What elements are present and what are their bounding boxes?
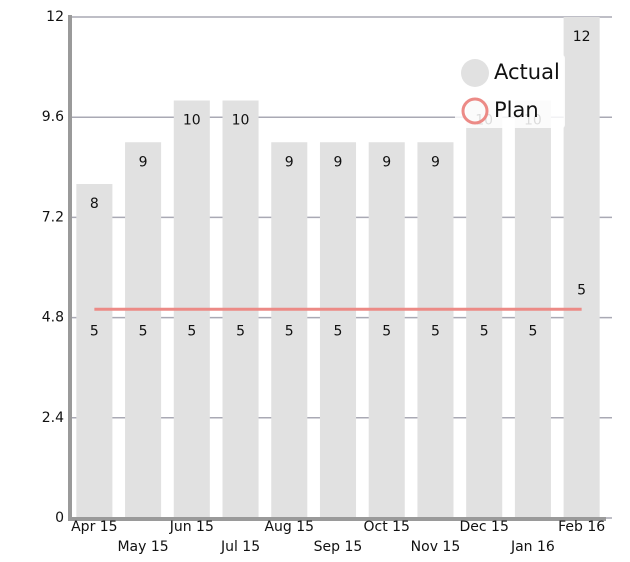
bar: [125, 142, 162, 518]
bar: [563, 17, 600, 518]
line-value-label: 5: [334, 323, 343, 339]
bar-value-label: 9: [382, 154, 391, 170]
x-tick-label: Feb 16: [558, 519, 605, 535]
line-value-label: 5: [187, 323, 196, 339]
bar-value-label: 8: [90, 196, 99, 212]
line-value-label: 5: [528, 323, 537, 339]
line-value-label: 5: [139, 323, 148, 339]
bar-value-label: 9: [139, 154, 148, 170]
x-tick-label: Oct 15: [363, 519, 409, 535]
line-value-label: 5: [382, 323, 391, 339]
y-tick-label: 9.6: [42, 109, 64, 125]
bar-value-label: 10: [183, 113, 201, 129]
line-value-label: 5: [431, 323, 440, 339]
x-tick-label: May 15: [117, 539, 168, 555]
line-value-label: 5: [577, 282, 586, 298]
legend-swatch: [461, 97, 489, 125]
bar-value-label: 9: [334, 154, 343, 170]
y-tick-label: 4.8: [42, 310, 64, 326]
line-value-label: 5: [90, 323, 99, 339]
y-tick-label: 2.4: [42, 410, 64, 426]
bar-value-label: 12: [573, 29, 591, 45]
bar-value-label: 9: [431, 154, 440, 170]
y-tick-label: 7.2: [42, 209, 64, 225]
legend: Actual Plan: [455, 55, 565, 128]
bar: [76, 184, 113, 518]
x-tick-label: Dec 15: [460, 519, 509, 535]
y-tick-label: 0: [55, 510, 64, 526]
line-value-label: 5: [480, 323, 489, 339]
x-tick-label: Jan 16: [510, 539, 555, 555]
x-tick-label: Apr 15: [71, 519, 117, 535]
bar-value-label: 10: [232, 113, 250, 129]
line-value-label: 5: [285, 323, 294, 339]
x-tick-label: Jul 15: [220, 539, 260, 555]
bar: [271, 142, 308, 518]
bar-value-label: 9: [285, 154, 294, 170]
legend-swatch: [461, 59, 489, 87]
legend-label: Actual: [494, 60, 560, 84]
x-tick-label: Sep 15: [314, 539, 363, 555]
x-tick-label: Jun 15: [169, 519, 214, 535]
bar: [368, 142, 405, 518]
x-tick-label: Aug 15: [264, 519, 314, 535]
legend-label: Plan: [494, 98, 539, 122]
y-tick-label: 12: [46, 9, 64, 25]
line-value-label: 5: [236, 323, 245, 339]
x-tick-label: Nov 15: [411, 539, 461, 555]
bar: [417, 142, 454, 518]
bar: [319, 142, 357, 518]
